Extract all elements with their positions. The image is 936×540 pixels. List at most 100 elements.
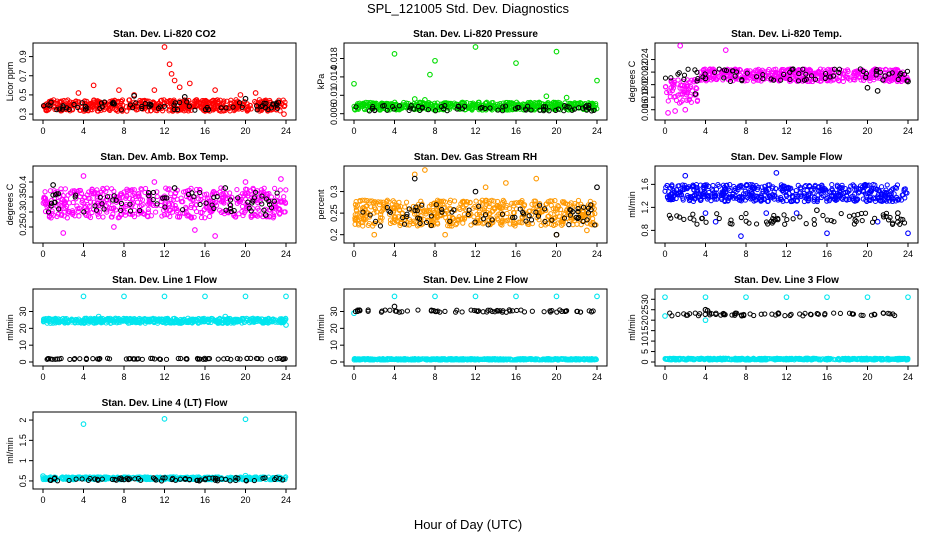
panel-title: Stan. Dev. Sample Flow — [731, 152, 843, 163]
panel-title: Stan. Dev. Gas Stream RH — [414, 152, 537, 163]
data-point — [801, 77, 808, 83]
y-tick-label: 0.5 — [18, 89, 28, 102]
data-point — [538, 222, 544, 229]
data-point — [675, 77, 681, 83]
data-point — [177, 99, 183, 106]
outlier-point — [543, 93, 550, 100]
y-tick-label: 0.25 — [329, 204, 339, 222]
outlier-point — [442, 231, 448, 238]
data-point — [743, 210, 749, 217]
y-tick-label: 0.01 — [329, 87, 339, 105]
x-tick-label: 0 — [40, 126, 45, 136]
data-point — [499, 108, 506, 114]
data-point — [739, 76, 745, 83]
panel-frame — [654, 165, 919, 244]
x-tick-label: 12 — [781, 126, 791, 136]
data-point — [168, 191, 174, 197]
x-tick-label: 24 — [903, 249, 913, 259]
series-2 — [666, 207, 908, 227]
data-point — [694, 221, 700, 227]
y-tick-label: 1.6 — [640, 178, 650, 191]
outlier-point — [161, 293, 168, 300]
data-point — [408, 103, 414, 109]
outlier-point — [116, 87, 122, 93]
data-point — [139, 103, 145, 110]
y-tick-label: 0.9 — [18, 50, 28, 63]
data-point — [778, 75, 784, 81]
data-point — [880, 77, 886, 83]
data-point — [506, 99, 512, 106]
data-point — [814, 69, 821, 76]
data-point — [453, 222, 459, 228]
data-point — [889, 68, 895, 74]
panel-title: Stan. Dev. Line 2 Flow — [423, 275, 528, 286]
y-tick-label: 0.25 — [18, 218, 28, 236]
data-point — [248, 106, 254, 112]
x-tick-label: 4 — [392, 372, 397, 382]
x-tick-label: 12 — [470, 249, 480, 259]
data-point — [216, 101, 222, 107]
data-point — [841, 71, 847, 77]
outlier-point — [895, 210, 901, 216]
data-point — [198, 214, 205, 221]
y-tick-label: 0.006 — [329, 102, 339, 125]
data-point — [473, 198, 479, 204]
x-tick-label: 20 — [240, 126, 250, 136]
data-point — [442, 103, 448, 109]
data-point — [569, 107, 575, 113]
data-point — [591, 107, 597, 113]
data-point — [528, 107, 534, 113]
data-point — [692, 67, 698, 73]
data-point — [843, 74, 850, 80]
data-point — [590, 101, 596, 107]
data-point — [541, 309, 547, 315]
outlier-point — [905, 230, 911, 237]
data-point — [158, 98, 164, 104]
y-axis-label: ml/min — [5, 314, 15, 341]
x-tick-label: 12 — [159, 126, 169, 136]
data-point — [811, 216, 817, 223]
data-point — [771, 77, 777, 83]
data-point — [889, 77, 895, 83]
outlier-point — [151, 179, 158, 185]
data-point — [532, 107, 538, 113]
data-point — [273, 100, 279, 107]
y-tick-label: 0.7 — [18, 69, 28, 82]
x-tick-label: 8 — [743, 249, 748, 259]
x-tick-label: 0 — [351, 372, 356, 382]
data-point — [670, 85, 677, 91]
data-point — [509, 106, 516, 113]
outlier-point — [553, 231, 560, 238]
data-point — [468, 222, 474, 228]
data-point — [76, 213, 82, 219]
outlier-point — [242, 179, 249, 185]
data-point — [198, 196, 204, 203]
data-point — [444, 108, 450, 114]
data-point — [194, 103, 200, 109]
outlier-point — [176, 84, 183, 91]
data-point — [572, 100, 578, 106]
outlier-point — [874, 88, 881, 94]
data-point — [164, 212, 170, 218]
outlier-point — [80, 173, 87, 179]
data-point — [716, 66, 722, 72]
data-point — [101, 99, 108, 105]
data-point — [487, 105, 493, 111]
data-point — [744, 70, 750, 76]
data-point — [781, 75, 788, 81]
y-tick-label: 30 — [329, 307, 339, 317]
data-point — [669, 87, 676, 94]
x-tick-label: 0 — [40, 249, 45, 259]
data-point — [690, 211, 696, 217]
data-point — [811, 221, 818, 227]
data-point — [522, 106, 528, 112]
data-point — [188, 202, 194, 208]
y-tick-label: 0.3 — [18, 108, 28, 121]
data-point — [681, 72, 688, 78]
outlier-point — [281, 111, 287, 117]
x-tick-label: 4 — [392, 249, 397, 259]
data-point — [714, 211, 720, 217]
outlier-point — [171, 77, 178, 84]
data-point — [60, 103, 66, 109]
data-point — [520, 101, 526, 107]
